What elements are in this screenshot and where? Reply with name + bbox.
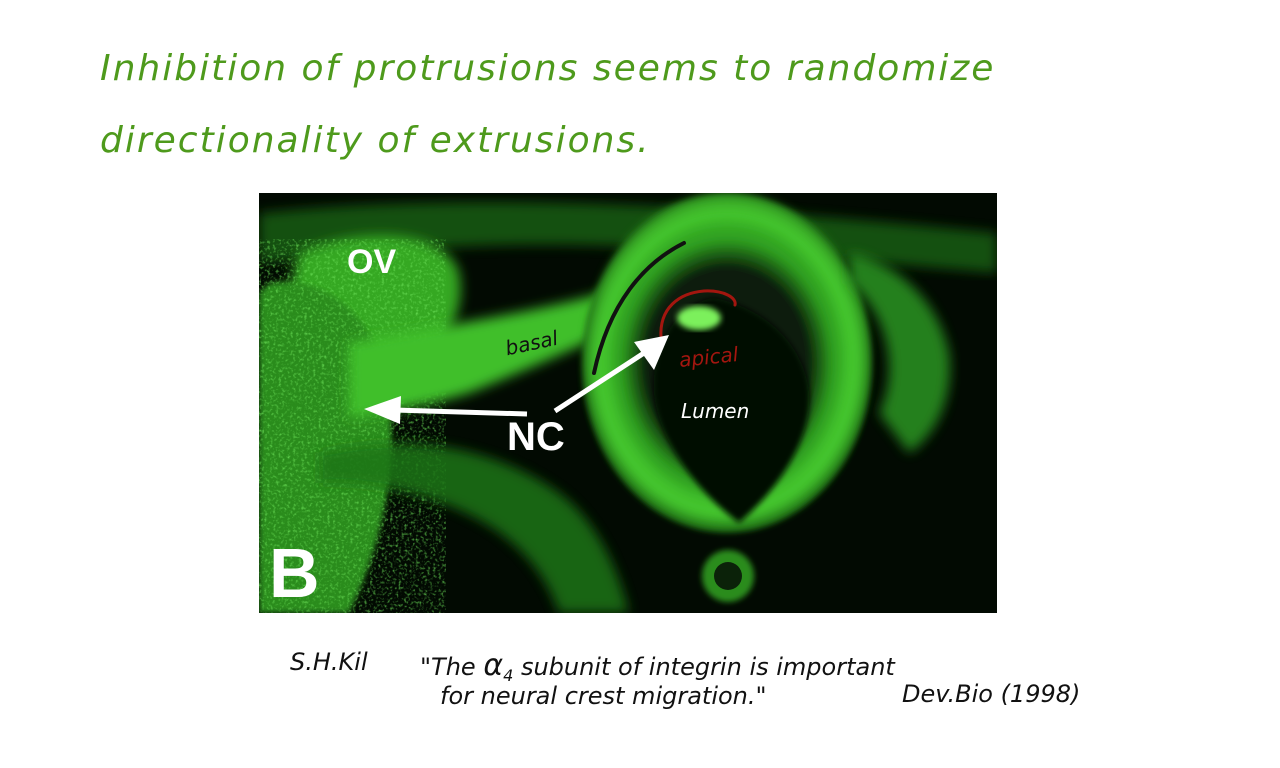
apical-mark	[659, 289, 737, 340]
lumen-label: Lumen	[681, 399, 750, 423]
citation-title-line-2: for neural crest migration."	[440, 682, 767, 710]
nc-label: NC	[507, 415, 565, 459]
citation-title-prefix: "The	[420, 653, 476, 681]
arrow-left	[364, 396, 528, 424]
ov-label: OV	[347, 243, 397, 281]
slide-title-line-1: Inhibition of protrusions seems to rando…	[100, 48, 996, 89]
migratory-stream	[349, 288, 649, 418]
right-tissue	[849, 253, 950, 453]
citation-title-line-1: "The α4 subunit of integrin is important	[420, 648, 895, 685]
slide-title-line-2: directionality of extrusions.	[100, 120, 651, 161]
alpha-subscript: 4	[503, 665, 514, 685]
basal-mark	[592, 241, 686, 375]
lower-tissue-band	[319, 443, 629, 613]
alpha-symbol: α	[483, 648, 504, 683]
micrograph-image	[259, 193, 997, 613]
arrow-up-right	[553, 335, 669, 414]
citation-author: S.H.Kil	[290, 648, 368, 676]
citation-title-rest: subunit of integrin is important	[520, 653, 895, 681]
micrograph-figure: OV NC B basal apical Lumen	[259, 193, 997, 613]
apical-cell	[677, 306, 721, 330]
lumen	[653, 298, 810, 523]
citation-journal: Dev.Bio (1998)	[902, 680, 1081, 708]
panel-label: B	[269, 534, 320, 612]
